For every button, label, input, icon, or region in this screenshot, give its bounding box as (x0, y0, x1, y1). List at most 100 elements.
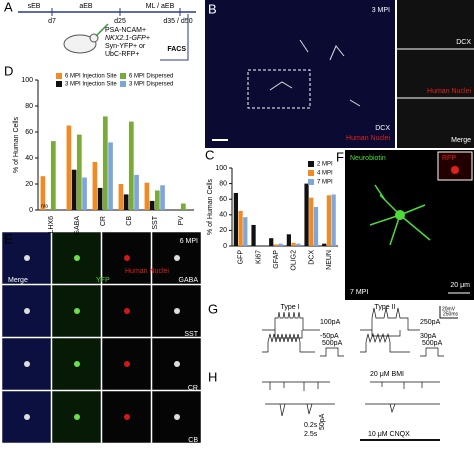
bar (287, 234, 291, 246)
bar (77, 135, 82, 210)
trace (360, 308, 420, 336)
bar (274, 244, 278, 246)
bar (108, 142, 113, 210)
y-axis-label: % of Human Cells (207, 178, 214, 235)
bar (238, 211, 242, 246)
legend-swatch (120, 73, 126, 79)
current: 500pA (422, 340, 443, 347)
legend-swatch (308, 179, 314, 185)
bar (309, 198, 313, 246)
col-label: Merge (8, 277, 28, 284)
bar (119, 184, 124, 210)
legend-swatch (120, 81, 126, 87)
day: d25 (114, 18, 126, 25)
bar (279, 244, 283, 246)
row-label: GABA (179, 277, 199, 284)
cell (24, 308, 30, 314)
y-tick-label: 60 (219, 196, 227, 203)
cell (74, 414, 80, 420)
trace (262, 382, 330, 391)
time: 6 MPI (180, 238, 198, 245)
legend-label: 6 MPI Injection Site (65, 74, 117, 80)
trace (262, 312, 320, 338)
bar (103, 116, 108, 210)
inset-label: Human Nuclei (427, 88, 471, 95)
y-tick-label: 60 (25, 129, 33, 136)
bar (82, 178, 87, 211)
x-tick-label: CB (126, 216, 133, 226)
bar (93, 162, 98, 210)
stage: aEB (79, 3, 93, 10)
marker: NKX2.1-GFP+ (105, 35, 150, 42)
bar (160, 185, 165, 210)
x-tick-label: GFAP (273, 250, 280, 269)
bar (150, 201, 155, 210)
bar (67, 126, 72, 211)
cell (174, 414, 180, 420)
step-label: 100pA (320, 319, 341, 326)
step-label: -50pA (320, 333, 339, 340)
legend-swatch (56, 73, 62, 79)
facs: FACS (167, 46, 186, 53)
scale: 50pA (319, 413, 326, 430)
stain: DCX (375, 125, 390, 132)
legend-swatch (308, 161, 314, 167)
cell (24, 255, 30, 261)
bar (134, 175, 139, 210)
time: 7 MPI (350, 289, 368, 296)
y-tick-label: 40 (219, 212, 227, 219)
trace (365, 404, 440, 412)
legend-label: 2 MPI (317, 162, 333, 168)
bar (72, 170, 77, 210)
bar (129, 122, 134, 210)
y-tick-label: 80 (25, 103, 33, 110)
cell-type: Type I (280, 304, 299, 311)
bar (234, 193, 238, 246)
drug: 20 μM BMI (370, 371, 404, 378)
bar (251, 225, 255, 246)
cell (174, 255, 180, 261)
bar (269, 238, 273, 246)
cell (24, 361, 30, 367)
x-tick-label: CR (100, 216, 107, 226)
y-tick-label: 0 (29, 207, 33, 214)
scale: 20 μm (450, 282, 470, 289)
legend-label: 4 MPI (317, 171, 333, 177)
legend-swatch (308, 170, 314, 176)
y-tick-label: 80 (219, 180, 227, 187)
x-tick-label: OLIG2 (291, 250, 298, 271)
bar (314, 207, 318, 246)
stage: ML / aEB (146, 3, 175, 10)
panel-letter: G (208, 301, 218, 316)
col-label: YFP (96, 277, 110, 284)
stain: Neurobiotin (350, 155, 386, 162)
legend-label: 3 MPI Injection Site (65, 82, 117, 88)
scale: 2.5s (304, 431, 318, 438)
bar (296, 244, 300, 246)
marker: PSA-NCAM+ (105, 27, 146, 34)
x-tick-label: SST (152, 215, 159, 229)
bar (155, 191, 160, 211)
col-label: Human Nuclei (125, 268, 169, 275)
bar (332, 195, 336, 246)
row-label: CR (188, 385, 198, 392)
marker: UbC-RFP+ (105, 51, 139, 58)
x-tick-label: GFP (238, 250, 245, 265)
inset-label: Merge (451, 137, 471, 144)
y-axis-label: % of Human Cells (13, 116, 20, 173)
x-tick-label: DCX (308, 250, 315, 265)
y-tick-label: 100 (215, 165, 227, 172)
image-grid (2, 232, 201, 443)
y-tick-label: 100 (21, 77, 33, 84)
soma (395, 210, 405, 220)
cell (124, 414, 130, 420)
cell (174, 361, 180, 367)
scale: 250ms (443, 311, 459, 317)
drug: 10 μM CNQX (368, 431, 410, 438)
image (397, 0, 474, 148)
inset-label: DCX (456, 39, 471, 46)
bar (124, 194, 129, 210)
bar (181, 204, 186, 211)
cell (24, 414, 30, 420)
